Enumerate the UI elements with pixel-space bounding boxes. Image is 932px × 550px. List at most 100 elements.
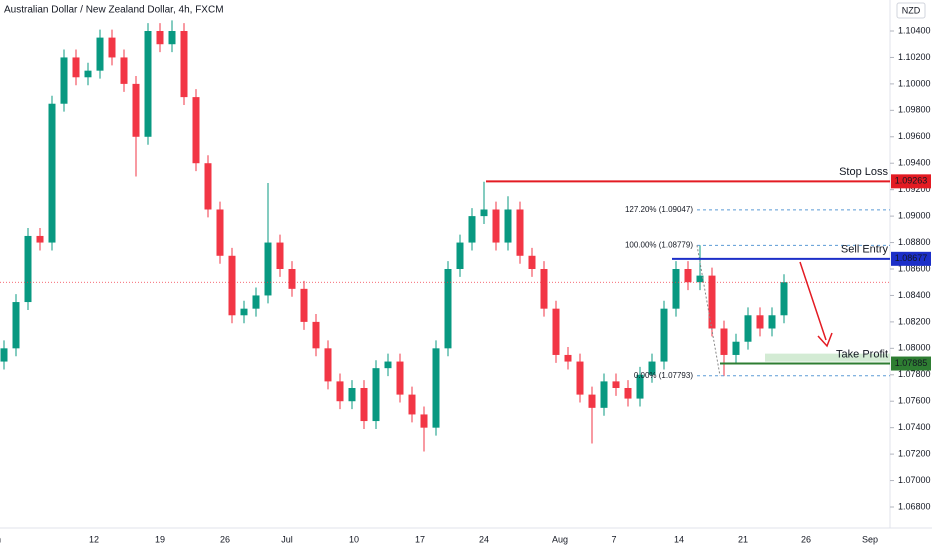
y-tick-label: 1.06800 [898,501,931,511]
y-tick-label: 1.10200 [898,52,931,62]
candle-body [396,361,404,395]
level-price-box [891,174,931,189]
fib-label: 127.20% (1.09047) [625,205,693,214]
candle-body [408,394,416,415]
y-tick-label: 1.08600 [898,263,931,273]
candle-body [744,315,752,342]
y-tick-label: 1.07600 [898,396,931,406]
candle-body [252,295,260,309]
candle-body [264,242,272,296]
candle-body [768,315,776,329]
y-tick-label: 1.07000 [898,475,931,485]
candle-body [528,255,536,269]
x-tick-label: un [0,534,1,544]
y-tick-label: 1.08800 [898,237,931,247]
candle-body [384,361,392,369]
candle-body [444,269,452,349]
fib-label: 0.00% (1.07793) [634,371,693,380]
candle-body [492,209,500,243]
candle-body [240,308,248,316]
currency-box[interactable] [896,2,926,19]
arrow [799,261,827,341]
candle-body [324,348,332,382]
candle-body [372,368,380,422]
y-tick-label: 1.09600 [898,131,931,141]
candle-body [96,37,104,71]
candle-body [144,31,152,137]
x-tick-label: 26 [220,534,230,544]
candle-body [168,31,176,45]
candle-body [24,235,32,303]
x-tick-label: 10 [349,534,359,544]
x-tick-label: Aug [552,534,568,544]
candle-body [480,209,488,217]
x-tick-label: Sep [862,534,878,544]
x-tick-label: 26 [801,534,811,544]
candle-body [588,394,596,408]
currency[interactable]: NZD [902,5,921,15]
level-price-box [891,356,931,371]
candle-body [312,321,320,349]
candle-body [360,388,368,422]
y-tick-label: 1.09000 [898,210,931,220]
y-tick-label: 1.09800 [898,105,931,115]
candle-body [504,209,512,243]
candle-body [756,315,764,329]
candle-body [732,341,740,355]
level-price-box [891,251,931,266]
arrow-head [817,332,833,348]
candle-body [672,269,680,309]
candle-body [12,302,20,349]
x-tick-label: 24 [479,534,489,544]
candle-body [288,269,296,289]
y-tick-label: 1.10400 [898,25,931,35]
candle-body [348,388,356,402]
candle-body [84,70,92,78]
x-tick-label: 19 [155,534,165,544]
candle-body [72,57,80,78]
candle-body [180,31,188,98]
candle-body [108,37,116,58]
candle-body [36,235,44,243]
candle-body [780,282,788,316]
candle-body [648,361,656,375]
y-tick-label: 1.09200 [898,184,931,194]
y-tick-label: 1.10000 [898,78,931,88]
x-tick-label: 7 [611,534,616,544]
y-tick-label: 1.08200 [898,316,931,326]
candle-body [432,348,440,428]
y-tick-label: 1.07400 [898,422,931,432]
level-label: Stop Loss [839,166,888,178]
candle-body [516,209,524,256]
candle-body [660,308,668,362]
candle-body [420,414,428,428]
candle-body [60,57,68,104]
y-tick-label: 1.08000 [898,343,931,353]
candle-body [156,31,164,45]
candle-body [720,328,728,355]
candle-body [0,348,8,362]
y-tick-label: 1.07200 [898,448,931,458]
x-tick-label: 21 [738,534,748,544]
candle-body [228,255,236,316]
level-price: 1.09263 [895,176,928,186]
x-tick-label: 17 [415,534,425,544]
candle-body [708,275,716,329]
level-label: Take Profit [836,348,888,360]
candle-body [192,97,200,164]
candle-body [600,381,608,408]
y-tick-label: 1.07800 [898,369,931,379]
candle-body [540,269,548,309]
candle-body [120,57,128,84]
candle-body [576,361,584,395]
candle-body [636,374,644,399]
candle-body [552,308,560,355]
candle-body [204,163,212,210]
candle-body [612,381,620,388]
take-profit-zone [765,353,890,362]
y-tick-label: 1.09400 [898,158,931,168]
candle-body [624,388,632,399]
candle-body [564,354,572,362]
